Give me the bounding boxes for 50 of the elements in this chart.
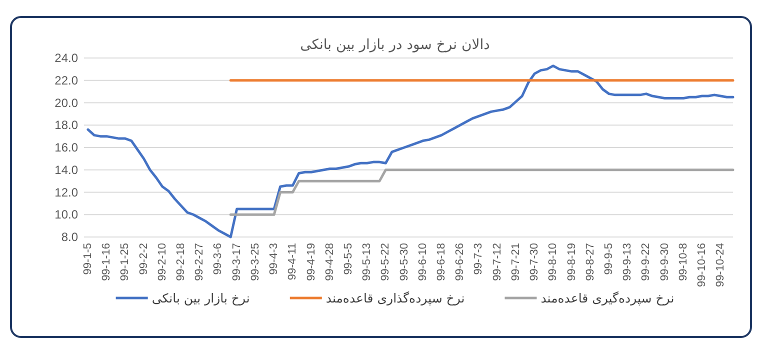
- x-tick-label: 99-9-30: [658, 243, 671, 281]
- line-series: [86, 64, 734, 238]
- x-tick-label: 99-1-25: [119, 243, 132, 281]
- y-tick-label: 8.0: [61, 230, 78, 244]
- x-tick-label: 99-10-16: [696, 243, 708, 288]
- y-tick-label: 14.0: [54, 162, 78, 177]
- y-tick-label: 20.0: [54, 96, 78, 110]
- x-tick-label: 99-10-8: [677, 243, 690, 281]
- x-tick-label: 99-1-5: [82, 243, 94, 275]
- x-tick-label: 99-5-13: [361, 243, 374, 281]
- x-tick-label: 99-6-10: [416, 243, 429, 281]
- x-tick-label: 99-6-18: [436, 243, 448, 281]
- x-tick-label: 99-7-21: [510, 243, 522, 281]
- x-tick-label: 99-10-24: [714, 243, 727, 288]
- x-tick-label: 99-1-16: [100, 243, 113, 281]
- y-tick-label: 16.0: [54, 140, 78, 154]
- x-tick-label: 99-2-18: [175, 243, 188, 281]
- x-tick-label: 99-2-2: [138, 243, 150, 275]
- x-tick-label: 99-5-5: [342, 243, 354, 275]
- x-tick-label: 99-8-27: [584, 243, 596, 281]
- x-tick-label: 99-7-30: [528, 243, 541, 281]
- x-tick-label: 99-6-26: [454, 243, 466, 281]
- legend-label: نرخ سپرده‌گذاری قاعده‌مند: [326, 290, 465, 306]
- y-tick-label: 24.0: [54, 51, 78, 65]
- x-tick-label: 99-8-19: [566, 243, 578, 281]
- x-tick-label: 99-2-27: [194, 243, 206, 281]
- x-tick-label: 99-7-3: [472, 243, 485, 275]
- x-tick-label: 99-9-22: [640, 243, 652, 281]
- x-tick-label: 99-5-30: [398, 243, 410, 281]
- x-tick-label: 99-3-17: [230, 243, 243, 281]
- line-series: [229, 168, 734, 216]
- chart-title: دالان نرخ سود در بازار بین بانکی: [300, 37, 490, 53]
- x-tick-label: 99-4-3: [268, 243, 280, 275]
- legend-label: نرخ سپرده‌گیری قاعده‌مند: [540, 290, 674, 306]
- y-tick-label: 18.0: [54, 118, 78, 132]
- x-tick-label: 99-9-13: [622, 243, 634, 281]
- x-tick-label: 99-7-12: [491, 243, 504, 281]
- x-tick-label: 99-4-11: [286, 243, 299, 280]
- y-tick-label: 10.0: [54, 208, 78, 222]
- x-tick-label: 99-3-25: [249, 243, 262, 281]
- y-tick-label: 12.0: [54, 185, 78, 200]
- x-tick-label: 99-4-28: [324, 243, 336, 281]
- x-tick-label: 99-8-10: [547, 243, 560, 281]
- x-tick-label: 99-3-6: [212, 243, 224, 275]
- x-tick-label: 99-2-10: [156, 243, 168, 281]
- x-tick-label: 99-4-19: [305, 243, 318, 281]
- y-tick-label: 22.0: [54, 73, 78, 88]
- x-tick-label: 99-9-5: [602, 243, 615, 275]
- legend-label: نرخ بازار بین بانکی: [152, 290, 250, 306]
- x-tick-label: 99-5-22: [380, 243, 392, 281]
